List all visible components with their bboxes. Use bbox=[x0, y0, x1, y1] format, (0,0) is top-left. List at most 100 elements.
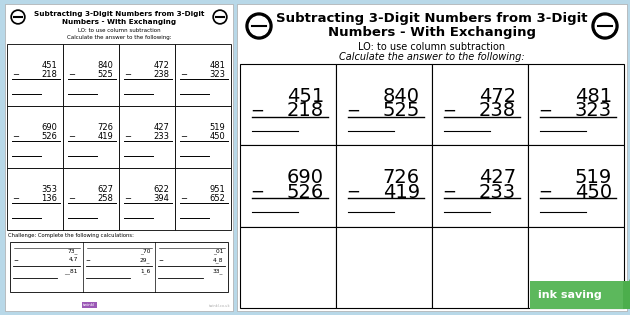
Bar bbox=[175, 168, 231, 230]
Text: 525: 525 bbox=[382, 101, 420, 120]
Text: Challenge: Complete the following calculations:: Challenge: Complete the following calcul… bbox=[8, 233, 134, 238]
Text: 951: 951 bbox=[209, 185, 225, 194]
Circle shape bbox=[11, 10, 25, 24]
Text: 29_: 29_ bbox=[140, 257, 151, 263]
Text: 1_6: 1_6 bbox=[140, 268, 151, 274]
Bar bbox=[119, 106, 175, 168]
Bar bbox=[432, 64, 528, 145]
Bar bbox=[336, 227, 432, 308]
Text: 525: 525 bbox=[97, 70, 113, 79]
Bar bbox=[623, 281, 630, 309]
Text: 233: 233 bbox=[479, 183, 516, 202]
Circle shape bbox=[246, 13, 272, 39]
Bar bbox=[63, 44, 119, 106]
Text: 394: 394 bbox=[153, 194, 169, 203]
Text: −: − bbox=[68, 70, 75, 79]
Text: −: − bbox=[346, 101, 360, 119]
Bar bbox=[237, 4, 627, 311]
Text: 726: 726 bbox=[383, 168, 420, 187]
Text: 353: 353 bbox=[41, 185, 57, 194]
Text: 136: 136 bbox=[41, 194, 57, 203]
Text: _01: _01 bbox=[213, 248, 223, 254]
Text: 451: 451 bbox=[41, 61, 57, 70]
Text: 4_8: 4_8 bbox=[212, 257, 223, 263]
Text: 652: 652 bbox=[209, 194, 225, 203]
Text: −: − bbox=[12, 194, 19, 203]
Text: 4,7: 4,7 bbox=[68, 257, 77, 262]
Text: Calculate the answer to the following:: Calculate the answer to the following: bbox=[67, 35, 171, 40]
Text: −: − bbox=[250, 101, 264, 119]
Text: 419: 419 bbox=[97, 132, 113, 141]
Text: −: − bbox=[12, 132, 19, 141]
Text: ink saving: ink saving bbox=[538, 290, 602, 300]
Circle shape bbox=[249, 16, 269, 36]
Text: 481: 481 bbox=[575, 87, 612, 106]
Bar bbox=[119, 168, 175, 230]
Text: −: − bbox=[180, 194, 187, 203]
Bar bbox=[528, 227, 624, 308]
Text: −: − bbox=[250, 183, 264, 201]
Circle shape bbox=[13, 12, 23, 22]
Text: 218: 218 bbox=[41, 70, 57, 79]
Text: Subtracting 3-Digit Numbers from 3-Digit: Subtracting 3-Digit Numbers from 3-Digit bbox=[276, 12, 588, 25]
Text: Numbers - With Exchanging: Numbers - With Exchanging bbox=[328, 26, 536, 39]
Text: −: − bbox=[68, 194, 75, 203]
Bar bbox=[5, 4, 233, 311]
Ellipse shape bbox=[627, 272, 630, 308]
Bar bbox=[528, 145, 624, 227]
Text: 472: 472 bbox=[153, 61, 169, 70]
Text: 451: 451 bbox=[287, 87, 324, 106]
Text: 238: 238 bbox=[479, 101, 516, 120]
Bar bbox=[432, 145, 528, 227]
Bar bbox=[240, 64, 336, 145]
Text: Numbers - With Exchanging: Numbers - With Exchanging bbox=[62, 19, 176, 25]
Text: 519: 519 bbox=[209, 123, 225, 132]
Text: −: − bbox=[180, 70, 187, 79]
Text: 419: 419 bbox=[383, 183, 420, 202]
Text: −: − bbox=[538, 101, 552, 119]
Text: −: − bbox=[13, 257, 18, 262]
Text: −: − bbox=[442, 101, 456, 119]
Text: −: − bbox=[86, 257, 91, 262]
Bar bbox=[63, 106, 119, 168]
Text: −: − bbox=[124, 70, 131, 79]
Bar bbox=[7, 44, 63, 106]
Text: LO: to use column subtraction: LO: to use column subtraction bbox=[358, 42, 505, 52]
Text: 427: 427 bbox=[479, 168, 516, 187]
Text: 726: 726 bbox=[97, 123, 113, 132]
Bar bbox=[63, 168, 119, 230]
Text: _70: _70 bbox=[140, 248, 151, 254]
Bar bbox=[175, 44, 231, 106]
Bar bbox=[175, 106, 231, 168]
Text: 526: 526 bbox=[287, 183, 324, 202]
Text: twinkl.co.uk: twinkl.co.uk bbox=[209, 304, 230, 308]
Bar bbox=[336, 145, 432, 227]
Bar bbox=[240, 227, 336, 308]
Text: 519: 519 bbox=[575, 168, 612, 187]
Circle shape bbox=[213, 10, 227, 24]
Text: 233: 233 bbox=[153, 132, 169, 141]
Bar bbox=[432, 227, 528, 308]
Text: −: − bbox=[538, 183, 552, 201]
Text: LO: to use column subtraction: LO: to use column subtraction bbox=[77, 28, 160, 33]
Text: Calculate the answer to the following:: Calculate the answer to the following: bbox=[339, 52, 525, 62]
Text: −: − bbox=[180, 132, 187, 141]
Text: 323: 323 bbox=[209, 70, 225, 79]
Bar bbox=[530, 281, 625, 309]
Circle shape bbox=[215, 12, 226, 22]
Text: 472: 472 bbox=[479, 87, 516, 106]
Text: 450: 450 bbox=[209, 132, 225, 141]
Text: 622: 622 bbox=[153, 185, 169, 194]
Text: 218: 218 bbox=[287, 101, 324, 120]
Bar bbox=[10, 242, 228, 292]
Text: −: − bbox=[12, 70, 19, 79]
Text: 690: 690 bbox=[287, 168, 324, 187]
Text: 258: 258 bbox=[97, 194, 113, 203]
Text: 840: 840 bbox=[383, 87, 420, 106]
Circle shape bbox=[592, 13, 618, 39]
Text: −: − bbox=[158, 257, 163, 262]
Bar bbox=[7, 168, 63, 230]
Text: 627: 627 bbox=[97, 185, 113, 194]
Text: 238: 238 bbox=[153, 70, 169, 79]
Text: −: − bbox=[124, 132, 131, 141]
